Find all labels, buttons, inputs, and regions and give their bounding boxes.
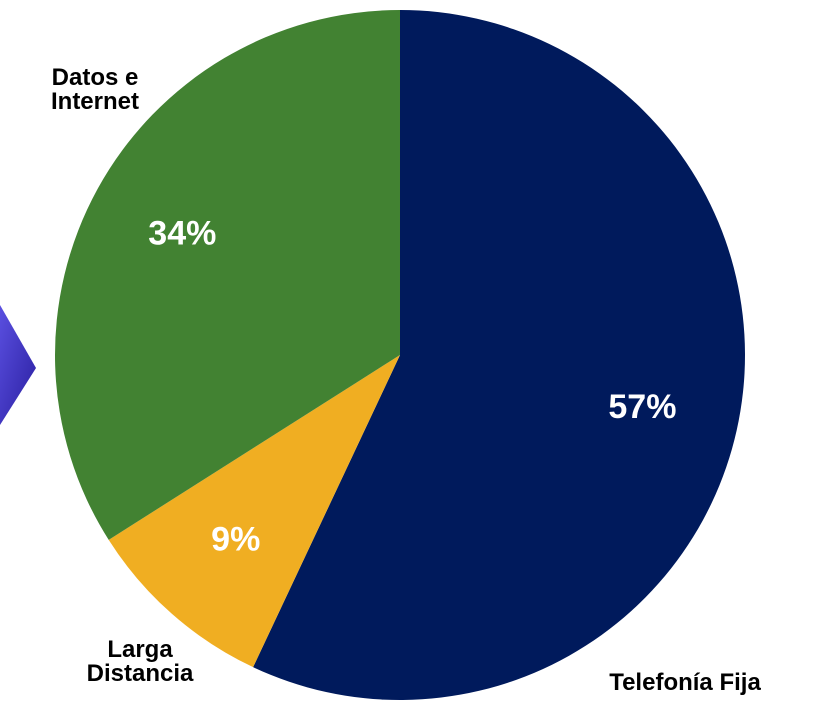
slice-value-label: 9% [211, 520, 260, 558]
category-label: Datos e Internet [50, 64, 139, 115]
pie-slice [54, 10, 400, 540]
category-label: Telefonía Fija [609, 669, 761, 696]
pie-slice [253, 10, 745, 700]
slice-value-label: 34% [148, 214, 216, 252]
pie-slice [108, 355, 401, 668]
category-label: Larga Distancia [86, 636, 194, 687]
arrow-decoration [0, 305, 36, 425]
slice-value-label: 57% [608, 388, 676, 426]
